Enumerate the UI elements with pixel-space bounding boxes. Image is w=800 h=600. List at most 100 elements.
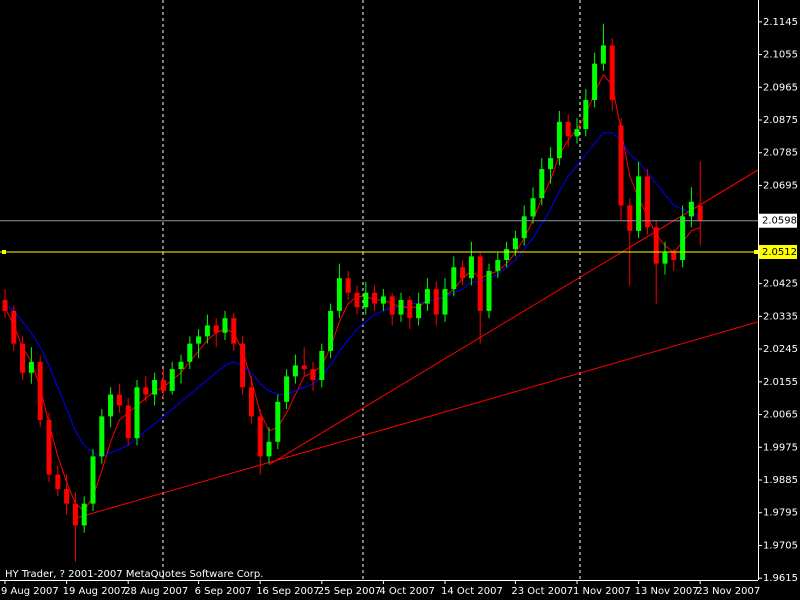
candle-body [328,310,334,351]
price-marker [754,250,758,254]
candle-body [116,394,122,406]
candle-body [143,387,149,395]
x-tick-label: 23 Nov 2007 [696,586,760,597]
candle-body [310,369,316,380]
x-tick-label: 4 Oct 2007 [379,586,434,597]
candle-body [28,361,34,373]
candle-body [55,474,61,490]
y-tick-label: 1.9885 [763,475,798,486]
candle-body [37,361,43,420]
price-label: 2.0512 [762,247,797,258]
y-tick-label: 1.9795 [763,508,798,519]
candle-body [2,300,8,311]
candle-body [451,267,457,290]
copyright: HY Trader, ? 2001-2007 MetaQuotes Softwa… [5,569,263,580]
trendline [75,321,758,519]
candle-body [416,303,422,319]
candle-body [504,249,510,260]
x-tick-label: 28 Aug 2007 [124,586,188,597]
x-tick-label: 6 Sep 2007 [195,586,252,597]
candle-body [548,158,554,170]
y-tick-label: 2.0335 [763,311,798,322]
candle-body [495,260,501,271]
candle-body [99,416,105,457]
candle-body [204,325,210,337]
plot-area [2,23,758,562]
candle-body [248,387,254,417]
candle-body [275,401,281,442]
moving-average [4,132,701,457]
candle-body [618,125,624,206]
y-tick-label: 2.0785 [763,148,798,159]
period-separators [162,0,581,580]
candle-body [688,201,694,217]
candle-body [530,198,536,217]
candle-body [372,292,378,304]
price-label-box [759,213,797,228]
candle-body [90,456,96,504]
y-tick-label: 1.9975 [763,442,798,453]
candle-body [187,343,193,362]
x-tick-label: 23 Oct 2007 [511,586,573,597]
y-tick-label: 2.1055 [763,50,798,61]
candle-body [178,361,184,370]
candle-body [600,45,606,64]
candle-body [477,256,483,311]
candle-body [196,336,202,344]
candle-body [240,343,246,388]
candle-body [609,45,615,100]
candle-body [292,365,298,377]
candle-body [583,100,589,130]
candle-body [169,369,175,391]
candle-body [11,310,17,344]
candle-body [380,296,386,304]
x-tick-label: 16 Sep 2007 [256,586,319,597]
candle-body [345,278,351,293]
candle-body [354,292,360,308]
candle-body [284,376,290,402]
candle-body [46,420,52,475]
candle-body [486,270,492,311]
trendline [268,169,758,466]
candle-body [565,121,571,137]
candle-body [556,121,562,159]
candle-body [363,292,369,308]
candle-body [108,394,114,417]
candle-body [521,216,527,239]
candle-body [627,205,633,231]
candle-body [398,300,404,315]
candle-body [20,343,26,373]
x-tick-label: 25 Sep 2007 [318,586,381,597]
price-label: 2.0598 [762,216,797,227]
candle-body [301,365,307,370]
x-tick-label: 9 Aug 2007 [1,586,59,597]
y-tick-label: 1.9615 [763,573,798,584]
candle-body [134,387,140,439]
y-tick-label: 2.0155 [763,377,798,388]
candle-body [644,176,650,228]
x-tick-label: 1 Nov 2007 [573,586,631,597]
candle-body [160,380,166,391]
candle-body [81,503,87,526]
candle-body [460,267,466,279]
candle-body [213,325,219,333]
y-tick-label: 2.0065 [763,410,798,421]
x-tick-label: 19 Aug 2007 [63,586,127,597]
candle-body [319,350,325,380]
candle-body [407,300,413,319]
candle-body [389,296,395,315]
price-marker [2,250,6,254]
candle-body [671,252,677,260]
y-tick-label: 2.0425 [763,279,798,290]
candle-body [468,256,474,279]
candle-body [125,405,131,439]
y-tick-label: 1.9705 [763,540,798,551]
candle-body [574,129,580,137]
candle-body [336,278,342,311]
y-tick-label: 2.0875 [763,115,798,126]
y-tick-label: 2.0245 [763,344,798,355]
candle-body [512,238,518,250]
